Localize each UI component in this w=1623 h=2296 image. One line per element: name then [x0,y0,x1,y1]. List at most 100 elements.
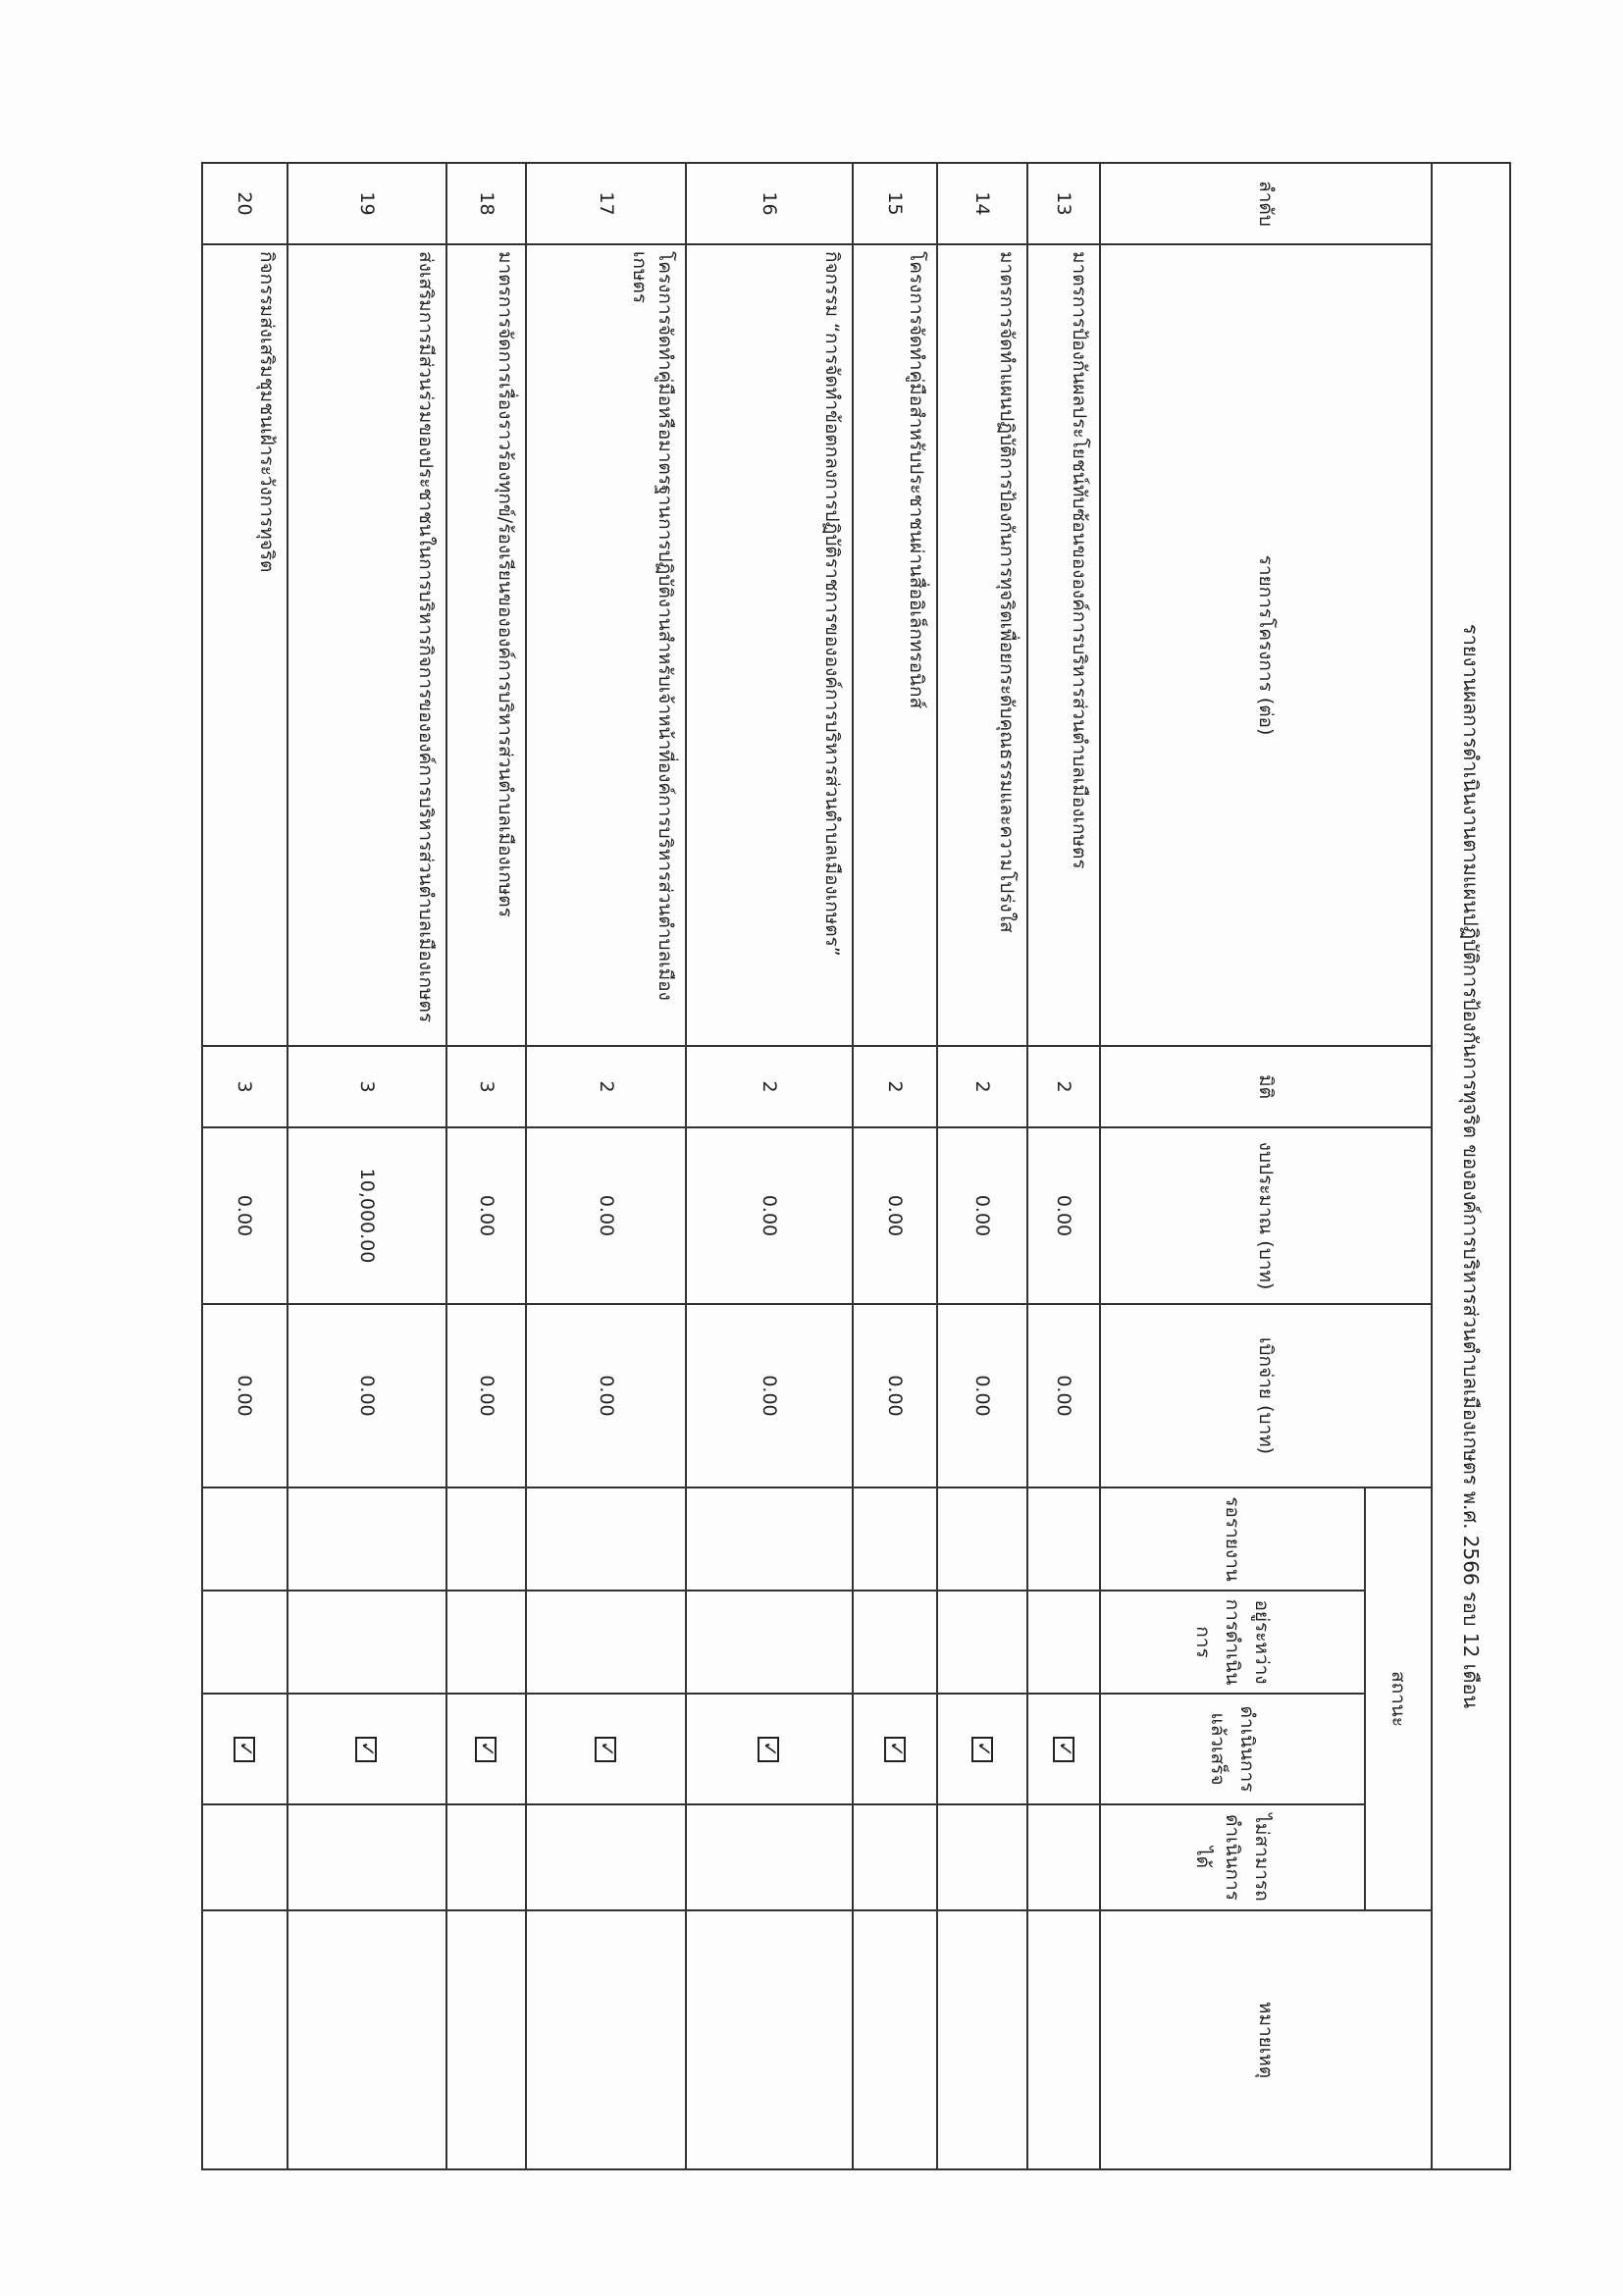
table-row: 14 มาตรการจัดทำแผนปฏิบัติการป้องกันการทุจ… [937,163,1028,2170]
dimension: 3 [202,1046,288,1127]
status-done-cell: ✓ [937,1694,1028,1804]
remark-cell [287,1910,447,2170]
status-waiting-cell [1027,1487,1100,1591]
header-status: สถานะ [1365,1487,1432,1910]
project-name: กิจกรรมส่งเสริมชุมชนเฝ้าระวังการทุจริต [202,244,288,1046]
table-row: 18 มาตรการจัดการเรื่องราวร้องทุกข์/ร้องเร… [446,163,527,2170]
header-status-done: ดำเนินการแล้วเสร็จ [1100,1694,1365,1804]
project-name: มาตรการจัดทำแผนปฏิบัติการป้องกันการทุจริ… [937,244,1028,1046]
header-status-in-progress: อยู่ระหว่างการดำเนินการ [1100,1591,1365,1694]
status-waiting-cell [526,1487,686,1591]
status-done-cell: ✓ [685,1694,853,1804]
table-row: 15 โครงการจัดทำคู่มือสำหรับประชาชนผ่านสื่… [852,163,938,2170]
dimension: 2 [852,1046,938,1127]
checkbox-checked-icon: ✓ [595,1736,619,1762]
status-in-progress-cell [526,1591,686,1694]
status-waiting-cell [852,1487,938,1591]
project-name: ส่งเสริมการมีส่วนร่วมของประชาชนในการบริห… [287,244,447,1046]
status-unable-cell [446,1804,527,1910]
status-waiting-cell [446,1487,527,1591]
checkbox-checked-icon: ✓ [233,1736,258,1762]
row-number: 17 [526,163,686,244]
row-number: 20 [202,163,288,244]
status-done-cell: ✓ [446,1694,527,1804]
remark-cell [446,1910,527,2170]
checkbox-checked-icon: ✓ [883,1736,909,1762]
status-unable-cell [202,1804,288,1910]
budget: 0.00 [937,1127,1028,1304]
status-in-progress-cell [685,1591,853,1694]
project-name: มาตรการจัดการเรื่องราวร้องทุกข์/ร้องเรีย… [446,244,527,1046]
report-title: รายงานผลการดำเนินงานตามแผนปฏิบัติการป้อง… [1432,163,1510,2170]
remark-cell [852,1910,938,2170]
budget: 0.00 [1027,1127,1100,1304]
checkbox-checked-icon: ✓ [1052,1736,1077,1762]
row-number: 15 [852,163,938,244]
row-number: 16 [685,163,853,244]
disbursed: 0.00 [446,1304,527,1487]
header-status-unable: ไม่สามารถดำเนินการได้ [1100,1804,1365,1910]
status-waiting-cell [287,1487,447,1591]
status-unable-cell [685,1804,853,1910]
status-unable-cell [287,1804,447,1910]
table-row: 19 ส่งเสริมการมีส่วนร่วมของประชาชนในการบร… [287,163,447,2170]
row-number: 13 [1027,163,1100,244]
row-number: 19 [287,163,447,244]
status-waiting-cell [937,1487,1028,1591]
project-name: มาตรการป้องกันผลประโยชน์ทับซ้อนขององค์กา… [1027,244,1100,1046]
row-number: 14 [937,163,1028,244]
header-no: ลำดับ [1100,163,1432,244]
dimension: 3 [446,1046,527,1127]
status-done-cell: ✓ [1027,1694,1100,1804]
dimension: 2 [937,1046,1028,1127]
header-budget: งบประมาณ (บาท) [1100,1127,1432,1304]
remark-cell [685,1910,853,2170]
remark-cell [526,1910,686,2170]
status-in-progress-cell [446,1591,527,1694]
report-sheet: รายงานผลการดำเนินงานตามแผนปฏิบัติการป้อง… [201,162,1511,2170]
budget: 0.00 [685,1127,853,1304]
status-in-progress-cell [852,1591,938,1694]
remark-cell [937,1910,1028,2170]
status-done-cell: ✓ [852,1694,938,1804]
project-name: โครงการจัดทำคู่มือสำหรับประชาชนผ่านสื่ออ… [852,244,938,1046]
budget: 0.00 [446,1127,527,1304]
header-remark: หมายเหตุ [1100,1910,1432,2170]
remark-cell [202,1910,288,2170]
row-number: 18 [446,163,527,244]
checkbox-checked-icon: ✓ [355,1736,380,1762]
table-row: 17 โครงการจัดทำคู่มือหรือมาตรฐานการปฏิบัต… [526,163,686,2170]
disbursed: 0.00 [937,1304,1028,1487]
project-name: กิจกรรม “การจัดทำข้อตกลงการปฏิบัติราชการ… [685,244,853,1046]
disbursed: 0.00 [852,1304,938,1487]
checkbox-checked-icon: ✓ [758,1736,782,1762]
status-done-cell: ✓ [287,1694,447,1804]
budget: 0.00 [852,1127,938,1304]
report-table: รายงานผลการดำเนินงานตามแผนปฏิบัติการป้อง… [201,162,1511,2170]
status-in-progress-cell [202,1591,288,1694]
dimension: 2 [1027,1046,1100,1127]
disbursed: 0.00 [202,1304,288,1487]
budget: 0.00 [526,1127,686,1304]
table-row: 20 กิจกรรมส่งเสริมชุมชนเฝ้าระวังการทุจริต… [202,163,288,2170]
status-in-progress-cell [1027,1591,1100,1694]
checkbox-checked-icon: ✓ [475,1736,499,1762]
status-unable-cell [852,1804,938,1910]
remark-cell [1027,1910,1100,2170]
disbursed: 0.00 [685,1304,853,1487]
table-row: 13 มาตรการป้องกันผลประโยชน์ทับซ้อนขององค์… [1027,163,1100,2170]
table-row: 16 กิจกรรม “การจัดทำข้อตกลงการปฏิบัติราชก… [685,163,853,2170]
header-dimension: มิติ [1100,1046,1432,1127]
status-waiting-cell [685,1487,853,1591]
dimension: 2 [526,1046,686,1127]
status-in-progress-cell [287,1591,447,1694]
header-status-waiting: รอรายงาน [1100,1487,1365,1591]
header-disbursed: เบิกจ่าย (บาท) [1100,1304,1432,1487]
budget: 10,000.00 [287,1127,447,1304]
status-in-progress-cell [937,1591,1028,1694]
status-unable-cell [937,1804,1028,1910]
header-project: รายการโครงการ (ต่อ) [1100,244,1432,1046]
budget: 0.00 [202,1127,288,1304]
status-unable-cell [526,1804,686,1910]
project-name: โครงการจัดทำคู่มือหรือมาตรฐานการปฏิบัติง… [526,244,686,1046]
